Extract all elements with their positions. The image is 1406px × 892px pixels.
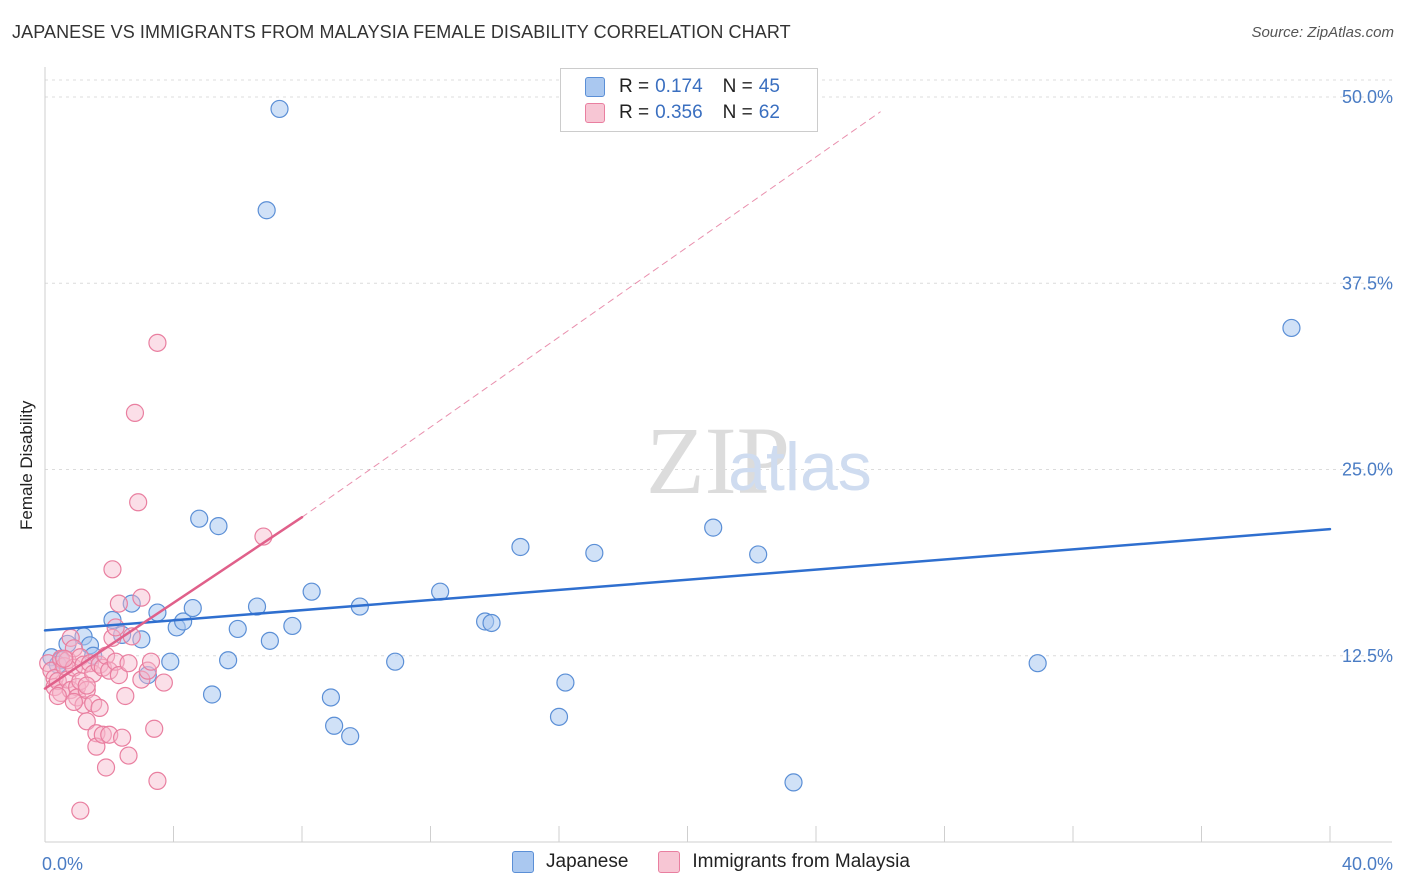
japanese-point (190, 509, 209, 528)
y-tick-label: 37.5% (1342, 273, 1393, 293)
r-label: R = (619, 102, 650, 123)
malaysia-point (145, 719, 164, 738)
malaysia-point (132, 670, 151, 689)
malaysia-point (55, 649, 74, 668)
malaysia-point (71, 801, 90, 820)
stats-row-japanese: R = 0.174 N = 45 (585, 74, 780, 100)
japanese-point (321, 688, 341, 707)
malaysia-point (77, 676, 96, 695)
japanese-point (1282, 318, 1301, 338)
malaysia-trend-line (43, 515, 304, 690)
japanese-point (749, 545, 768, 564)
japanese-point (302, 582, 321, 601)
malaysia-point (125, 403, 145, 422)
malaysia-point (90, 698, 109, 718)
legend-item-japanese[interactable]: Japanese (512, 851, 628, 873)
japanese-point (511, 537, 530, 557)
japanese-point (784, 773, 803, 792)
japanese-point (202, 685, 222, 704)
japanese-point (585, 543, 604, 563)
y-tick-label: 12.5% (1342, 646, 1393, 666)
axes (44, 67, 1392, 843)
legend-label: Immigrants from Malaysia (692, 851, 910, 872)
japanese-point (549, 707, 569, 726)
japanese-point (247, 597, 267, 616)
malaysia-point (48, 686, 67, 706)
japanese-point (325, 716, 344, 735)
x-tick-label: 0.0% (42, 854, 83, 874)
malaysia-point (129, 493, 148, 512)
malaysia-point (154, 673, 173, 692)
stats-row-malaysia: R = 0.356 N = 62 (585, 100, 780, 126)
japanese-point (209, 517, 228, 536)
malaysia-swatch (658, 851, 681, 873)
malaysia-point (148, 771, 167, 791)
japanese-point (482, 613, 501, 633)
japanese-point (161, 652, 180, 671)
r-value: 0.174 (655, 76, 703, 97)
japanese-swatch (585, 77, 605, 97)
malaysia-point (119, 654, 138, 673)
n-value: 45 (758, 76, 780, 97)
x-tick-label: 40.0% (1342, 854, 1393, 874)
legend-item-malaysia[interactable]: Immigrants from Malaysia (658, 851, 910, 873)
malaysia-point (106, 618, 125, 637)
malaysia-swatch (585, 103, 605, 123)
trend-lines (43, 111, 1332, 690)
japanese-swatch (512, 851, 534, 873)
malaysia-trend-line (301, 111, 881, 518)
watermark-zip: ZIP (646, 407, 790, 514)
malaysia-point (96, 758, 116, 777)
malaysia-point (112, 728, 132, 747)
legend-label: Japanese (546, 851, 629, 872)
tick-labels: 12.5% 25.0% 37.5% 50.0% 0.0% 40.0% (42, 87, 1393, 874)
malaysia-point (93, 725, 112, 744)
r-value: 0.356 (655, 102, 703, 123)
japanese-point (174, 612, 193, 631)
malaysia-point (148, 333, 167, 352)
malaysia-point (64, 692, 84, 712)
japanese-point (219, 651, 238, 670)
malaysia-point (109, 666, 128, 685)
japanese-point (183, 598, 202, 618)
japanese-point (270, 99, 289, 119)
malaysia-point (119, 746, 138, 765)
malaysia-point (100, 661, 119, 680)
japanese-point (1028, 654, 1047, 673)
series-legend: Japanese Immigrants from Malaysia (512, 851, 940, 873)
chart-title: JAPANESE VS IMMIGRANTS FROM MALAYSIA FEM… (12, 22, 791, 42)
malaysia-point (109, 594, 128, 613)
r-label: R = (619, 76, 650, 97)
n-label: N = (722, 76, 753, 97)
japanese-trend-line (43, 527, 1332, 632)
malaysia-point (103, 560, 122, 579)
japanese-point (556, 673, 575, 692)
y-tick-label: 50.0% (1342, 87, 1393, 107)
japanese-point (386, 652, 405, 671)
malaysia-point (116, 686, 135, 706)
y-tick-label: 25.0% (1342, 460, 1393, 480)
japanese-point (260, 631, 279, 650)
japanese-point (228, 619, 247, 639)
japanese-point (283, 616, 302, 636)
japanese-point (341, 727, 360, 746)
data-points (39, 99, 1301, 820)
malaysia-point (132, 588, 151, 607)
source-label: Source: ZipAtlas.com (1251, 24, 1394, 41)
japanese-point (257, 201, 276, 220)
watermark-atlas: atlas (728, 429, 872, 505)
japanese-point (704, 518, 723, 537)
stats-legend: R = 0.174 N = 45 R = 0.356 N = 62 (560, 68, 818, 132)
n-label: N = (722, 102, 753, 123)
n-value: 62 (758, 102, 780, 123)
japanese-point (122, 594, 141, 613)
gridlines (45, 79, 1392, 657)
malaysia-point (141, 652, 161, 671)
malaysia-point (77, 712, 96, 731)
